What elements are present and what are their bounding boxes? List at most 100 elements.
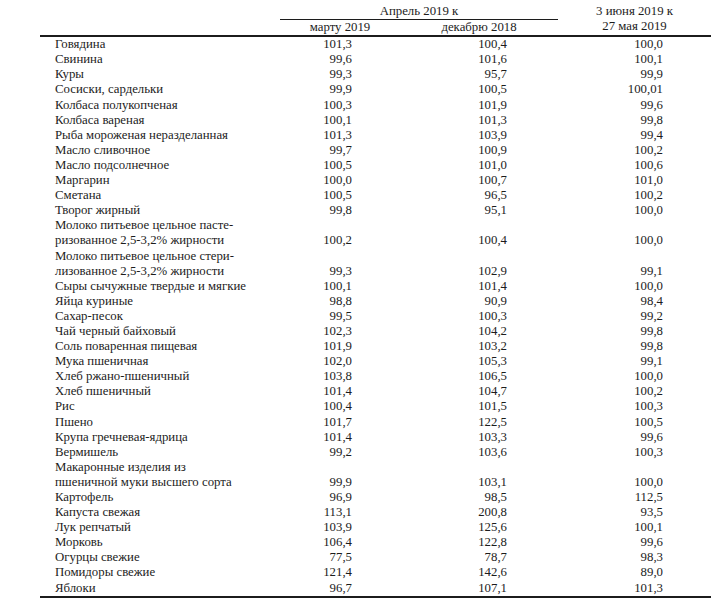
table-row: Огурцы свежие77,578,798,3: [40, 550, 711, 565]
header-spacer: [40, 2, 280, 20]
value-june3-to-may27: 99,8: [558, 113, 711, 128]
value-april-to-december: 142,6: [400, 565, 558, 580]
value-april-to-december: 103,1: [400, 460, 558, 490]
value-june3-to-may27: 100,3: [558, 445, 711, 460]
value-june3-to-may27: 101,0: [558, 173, 711, 188]
value-april-to-march: 99,9: [280, 82, 400, 97]
value-april-to-march: 99,3: [280, 67, 400, 82]
value-april-to-march: 99,8: [280, 203, 400, 218]
table-row: Рис100,4101,5100,3: [40, 399, 711, 414]
value-april-to-march: 103,9: [280, 520, 400, 535]
item-label: Лук репчатый: [40, 520, 280, 535]
value-april-to-march: 101,3: [280, 36, 400, 52]
table-row: Морковь106,4122,899,6: [40, 535, 711, 550]
table-row: Капуста свежая113,1200,893,5: [40, 505, 711, 520]
value-april-to-december: 100,5: [400, 82, 558, 97]
value-june3-to-may27: 99,8: [558, 324, 711, 339]
item-label: Куры: [40, 67, 280, 82]
item-label: Крупа гречневая-ядрица: [40, 430, 280, 445]
value-june3-to-may27: 99,1: [558, 249, 711, 279]
value-april-to-december: 103,2: [400, 339, 558, 354]
value-april-to-december: 100,3: [400, 309, 558, 324]
item-label: Огурцы свежие: [40, 550, 280, 565]
value-april-to-march: 101,3: [280, 128, 400, 143]
value-june3-to-may27: 89,0: [558, 565, 711, 580]
value-june3-to-may27: 100,0: [558, 203, 711, 218]
table-row: Яблоки96,7107,1101,3: [40, 581, 711, 597]
item-label: Хлеб ржано-пшеничный: [40, 369, 280, 384]
table-row: Хлеб пшеничный101,4104,7100,2: [40, 384, 711, 399]
value-april-to-march: 99,3: [280, 249, 400, 279]
item-label: Рис: [40, 399, 280, 414]
table-row: Мука пшеничная102,0105,399,1: [40, 354, 711, 369]
value-june3-to-may27: 100,2: [558, 188, 711, 203]
table-row: Вермишель99,2103,6100,3: [40, 445, 711, 460]
item-label: Масло сливочное: [40, 143, 280, 158]
column-header-to-december2018: декабрю 2018: [400, 20, 558, 37]
value-april-to-march: 100,1: [280, 113, 400, 128]
table-row: Говядина101,3100,4100,0: [40, 36, 711, 52]
value-june3-to-may27: 99,6: [558, 535, 711, 550]
value-april-to-december: 100,4: [400, 218, 558, 248]
value-june3-to-may27: 98,3: [558, 550, 711, 565]
value-june3-to-may27: 100,0: [558, 369, 711, 384]
table-row: Сметана100,596,5100,2: [40, 188, 711, 203]
item-label: Капуста свежая: [40, 505, 280, 520]
table-row: Яйца куриные98,890,998,4: [40, 294, 711, 309]
header-row-group: Апрель 2019 к 3 июня 2019 к 27 мая 2019: [40, 2, 711, 20]
value-april-to-march: 101,4: [280, 384, 400, 399]
table-row: Соль поваренная пищевая101,9103,299,8: [40, 339, 711, 354]
table-row: Масло сливочное99,7100,9100,2: [40, 143, 711, 158]
table-row: Куры99,395,799,9: [40, 67, 711, 82]
value-april-to-december: 101,6: [400, 52, 558, 67]
value-april-to-march: 99,9: [280, 460, 400, 490]
table-row: Чай черный байховый102,3104,299,8: [40, 324, 711, 339]
table-row: Свинина99,6101,6100,1: [40, 52, 711, 67]
value-april-to-march: 102,3: [280, 324, 400, 339]
column-header-june-line1: 3 июня 2019 к: [558, 4, 711, 19]
value-april-to-december: 100,7: [400, 173, 558, 188]
value-june3-to-may27: 100,6: [558, 158, 711, 173]
table-row: Сахар-песок99,5100,399,2: [40, 309, 711, 324]
value-june3-to-may27: 98,4: [558, 294, 711, 309]
item-label: Яблоки: [40, 581, 280, 597]
table-row: Маргарин100,0100,7101,0: [40, 173, 711, 188]
value-april-to-december: 107,1: [400, 581, 558, 597]
value-april-to-december: 101,5: [400, 399, 558, 414]
table-row: Картофель96,998,5112,5: [40, 490, 711, 505]
value-april-to-december: 103,9: [400, 128, 558, 143]
table-row: Колбаса полукопченая100,3101,999,6: [40, 98, 711, 113]
item-label: Мука пшеничная: [40, 354, 280, 369]
value-april-to-december: 78,7: [400, 550, 558, 565]
item-label: Вермишель: [40, 445, 280, 460]
value-june3-to-may27: 100,0: [558, 36, 711, 52]
table-row: Творог жирный99,895,1100,0: [40, 203, 711, 218]
value-april-to-march: 99,5: [280, 309, 400, 324]
value-june3-to-may27: 99,2: [558, 309, 711, 324]
item-label: Молоко питьевое цельное пасте- ризованно…: [40, 218, 280, 248]
table-header: Апрель 2019 к 3 июня 2019 к 27 мая 2019 …: [40, 2, 711, 36]
table-row: Сыры сычужные твердые и мягкие100,1101,4…: [40, 279, 711, 294]
value-april-to-march: 101,9: [280, 339, 400, 354]
value-april-to-december: 100,9: [400, 143, 558, 158]
value-april-to-december: 90,9: [400, 294, 558, 309]
value-april-to-december: 101,0: [400, 158, 558, 173]
item-label: Сыры сычужные твердые и мягкие: [40, 279, 280, 294]
table-row: Хлеб ржано-пшеничный103,8106,5100,0: [40, 369, 711, 384]
item-label: Пшено: [40, 415, 280, 430]
item-label: Колбаса полукопченая: [40, 98, 280, 113]
value-april-to-march: 99,2: [280, 445, 400, 460]
item-label: Сахар-песок: [40, 309, 280, 324]
value-april-to-december: 96,5: [400, 188, 558, 203]
item-label: Говядина: [40, 36, 280, 52]
value-june3-to-may27: 112,5: [558, 490, 711, 505]
item-label: Масло подсолнечное: [40, 158, 280, 173]
item-label: Свинина: [40, 52, 280, 67]
column-header-june-line2: 27 мая 2019: [558, 19, 711, 34]
value-june3-to-may27: 100,1: [558, 52, 711, 67]
value-april-to-march: 100,5: [280, 158, 400, 173]
value-april-to-december: 200,8: [400, 505, 558, 520]
table-row: Пшено101,7122,5100,5: [40, 415, 711, 430]
value-april-to-december: 122,5: [400, 415, 558, 430]
value-june3-to-may27: 99,8: [558, 339, 711, 354]
